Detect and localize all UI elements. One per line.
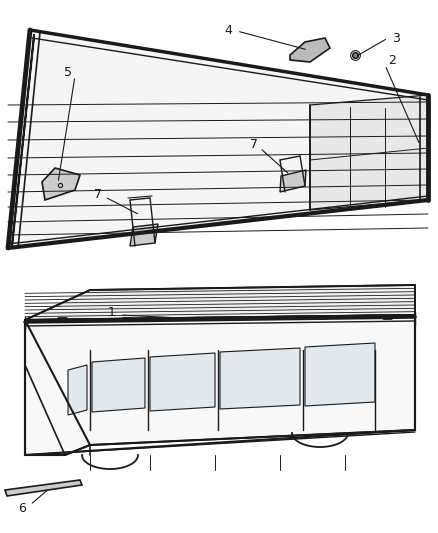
Text: 6: 6 [18, 502, 26, 514]
Polygon shape [150, 353, 215, 411]
Polygon shape [280, 170, 306, 192]
Polygon shape [42, 168, 80, 200]
Text: 1: 1 [108, 305, 116, 319]
Polygon shape [92, 358, 145, 412]
Text: 7: 7 [94, 189, 102, 201]
Polygon shape [5, 480, 82, 496]
Polygon shape [220, 348, 300, 409]
Text: 7: 7 [250, 139, 258, 151]
Polygon shape [310, 95, 428, 210]
Polygon shape [68, 365, 87, 415]
Polygon shape [12, 34, 34, 248]
Text: 2: 2 [388, 53, 396, 67]
Polygon shape [8, 30, 428, 248]
Text: 4: 4 [224, 25, 232, 37]
Polygon shape [130, 224, 158, 246]
Polygon shape [25, 315, 415, 455]
Polygon shape [305, 343, 375, 406]
Polygon shape [290, 38, 330, 62]
Polygon shape [25, 285, 415, 320]
Text: 3: 3 [392, 31, 400, 44]
Text: 5: 5 [64, 66, 72, 78]
